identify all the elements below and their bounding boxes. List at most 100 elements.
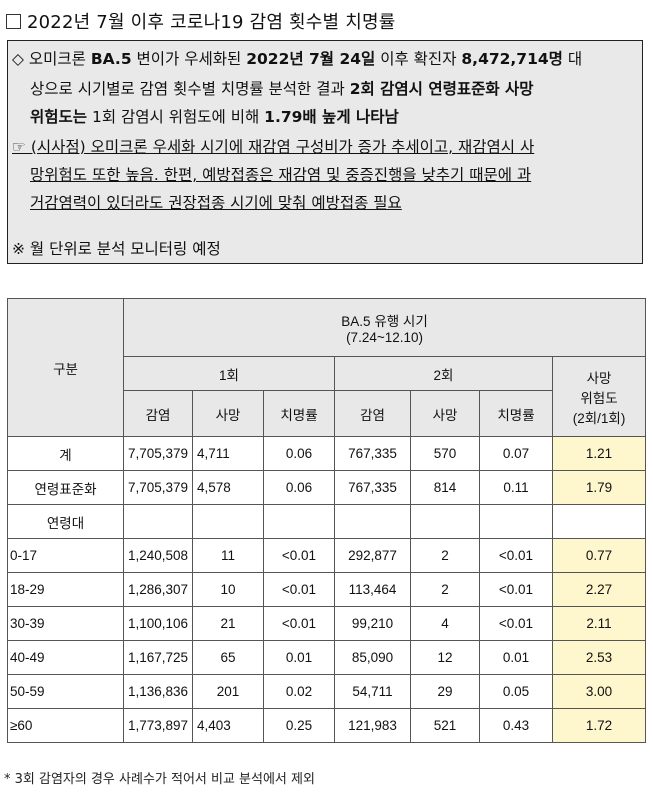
period-line-1: BA.5 유행 시기 [341,314,428,329]
cell: 2 [410,572,480,607]
cell: 1,136,836 [123,674,193,709]
cell [123,504,193,539]
cell [263,504,335,539]
cell: 521 [410,708,480,743]
summary-box: ◇ 오미크론 BA.5 변이가 우세화된 2022년 7월 24일 이후 확진자… [7,40,643,264]
sub-header: 치명률 [263,390,335,437]
cell: 0.05 [479,674,553,709]
cell: 0.07 [479,436,553,471]
table-row: 연령대 [7,504,647,539]
header-row-3: 감염 사망 치명률 감염 사망 치명률 [8,390,646,437]
header-first-infection: 1회 [123,356,335,391]
sub-header: 감염 [334,390,411,437]
cell: 1,286,307 [123,572,193,607]
checkbox-square-icon [6,14,21,29]
cell: 767,335 [334,436,411,471]
summary-bold: 위험도는 [30,108,88,126]
table-row: 연령표준화 7,705,379 4,578 0.06 767,335 814 0… [7,470,647,505]
cell: 201 [192,674,264,709]
sub-header: 치명률 [479,390,553,437]
summary-line-6: 거감염력이 있더라도 권장접종 시기에 맞춰 예방접종 필요 [30,194,402,212]
cell: <0.01 [479,606,553,641]
summary-bold: 1.79배 높게 나타남 [264,108,399,126]
cell: <0.01 [479,572,553,607]
header-period: BA.5 유행 시기 (7.24~12.10) [122,298,647,357]
summary-line-7: ※ 월 단위로 분석 모니터링 예정 [12,240,221,258]
cell: 121,983 [334,708,411,743]
cell: 0.06 [263,470,335,505]
table-row: 50-59 1,136,836 201 0.02 54,711 29 0.05 … [7,674,647,709]
cell: 767,335 [334,470,411,505]
cell: 4,578 [192,470,264,505]
cell: 1,773,897 [123,708,193,743]
header-risk: 사망 위험도 (2회/1회) [551,356,647,437]
cell: 21 [192,606,264,641]
summary-text: 변이가 우세화된 [131,50,247,68]
cell: 1,240,508 [123,538,193,573]
cell: 0.01 [479,640,553,675]
cell: 85,090 [334,640,411,675]
table-row: 계 7,705,379 4,711 0.06 767,335 570 0.07 … [7,436,647,471]
table-row: 30-39 1,100,106 21 <0.01 99,210 4 <0.01 … [7,606,647,641]
row-label: 50-59 [7,674,124,709]
cell: 570 [410,436,480,471]
cell [192,504,264,539]
risk-line-1: 사망 [586,370,612,386]
sub-header: 사망 [410,390,480,437]
cell [334,504,411,539]
row-label: 18-29 [7,572,124,607]
risk-cell: 2.27 [551,572,647,607]
period-line-2: (7.24~12.10) [346,330,423,345]
cell: 0.01 [263,640,335,675]
header-group: 구분 [7,298,124,437]
cell: 0.02 [263,674,335,709]
cell: <0.01 [479,538,553,573]
cell: 0.11 [479,470,553,505]
summary-line-1: ◇ 오미크론 BA.5 변이가 우세화된 2022년 7월 24일 이후 확진자… [12,47,582,69]
cell: 1,100,106 [123,606,193,641]
summary-text: ◇ 오미크론 [12,50,91,68]
row-label: 0-17 [7,538,124,573]
cell: 4,711 [192,436,264,471]
row-label: 연령표준화 [7,470,124,505]
summary-text: 상으로 시기별로 감염 횟수별 치명률 분석한 결과 [30,80,350,98]
cell: 29 [410,674,480,709]
fatality-table: 구분 BA.5 유행 시기 (7.24~12.10) 1회 2회 사망 위험도 … [7,298,647,743]
summary-line-2: 상으로 시기별로 감염 횟수별 치명률 분석한 결과 2회 감염시 연령표준화 … [30,77,534,99]
row-label: 계 [7,436,124,471]
risk-cell: 3.00 [551,674,647,709]
summary-bold: 2022년 7월 24일 [246,50,376,68]
cell: <0.01 [263,606,335,641]
table-row: 0-17 1,240,508 11 <0.01 292,877 2 <0.01 … [7,538,647,573]
header-row-1: 구분 BA.5 유행 시기 (7.24~12.10) [7,298,647,437]
table-row: 40-49 1,167,725 65 0.01 85,090 12 0.01 2… [7,640,647,675]
summary-line-5: 망위험도 또한 높음. 한편, 예방접종은 재감염 및 중증진행을 낮추기 때문… [30,166,532,184]
cell: 99,210 [334,606,411,641]
cell: 1,167,725 [123,640,193,675]
cell [410,504,480,539]
row-label: 연령대 [7,504,124,539]
table-row: ≥60 1,773,897 4,403 0.25 121,983 521 0.4… [7,708,647,743]
cell: 54,711 [334,674,411,709]
risk-line-3: (2회/1회) [572,410,626,426]
table-row: 18-29 1,286,307 10 <0.01 113,464 2 <0.01… [7,572,647,607]
row-label: ≥60 [7,708,124,743]
row-label: 40-49 [7,640,124,675]
risk-cell: 0.77 [551,538,647,573]
cell [479,504,553,539]
cell: 113,464 [334,572,411,607]
cell: 292,877 [334,538,411,573]
sub-header: 사망 [192,390,264,437]
summary-line-4: ☞ (시사점) 오미크론 우세화 시기에 재감염 구성비가 증가 추세이고, 재… [12,138,535,156]
cell: 0.43 [479,708,553,743]
cell: 2 [410,538,480,573]
cell: 10 [192,572,264,607]
header-row-2: 1회 2회 사망 위험도 (2회/1회) [8,356,647,437]
summary-bold: BA.5 [90,50,132,68]
cell: 12 [410,640,480,675]
risk-cell: 1.72 [551,708,647,743]
risk-cell: 1.21 [551,436,647,471]
row-label: 30-39 [7,606,124,641]
page-title: 2022년 7월 이후 코로나19 감염 횟수별 치명률 [6,8,396,34]
footnote: * 3회 감염자의 경우 사례수가 적어서 비교 분석에서 제외 [4,772,315,787]
